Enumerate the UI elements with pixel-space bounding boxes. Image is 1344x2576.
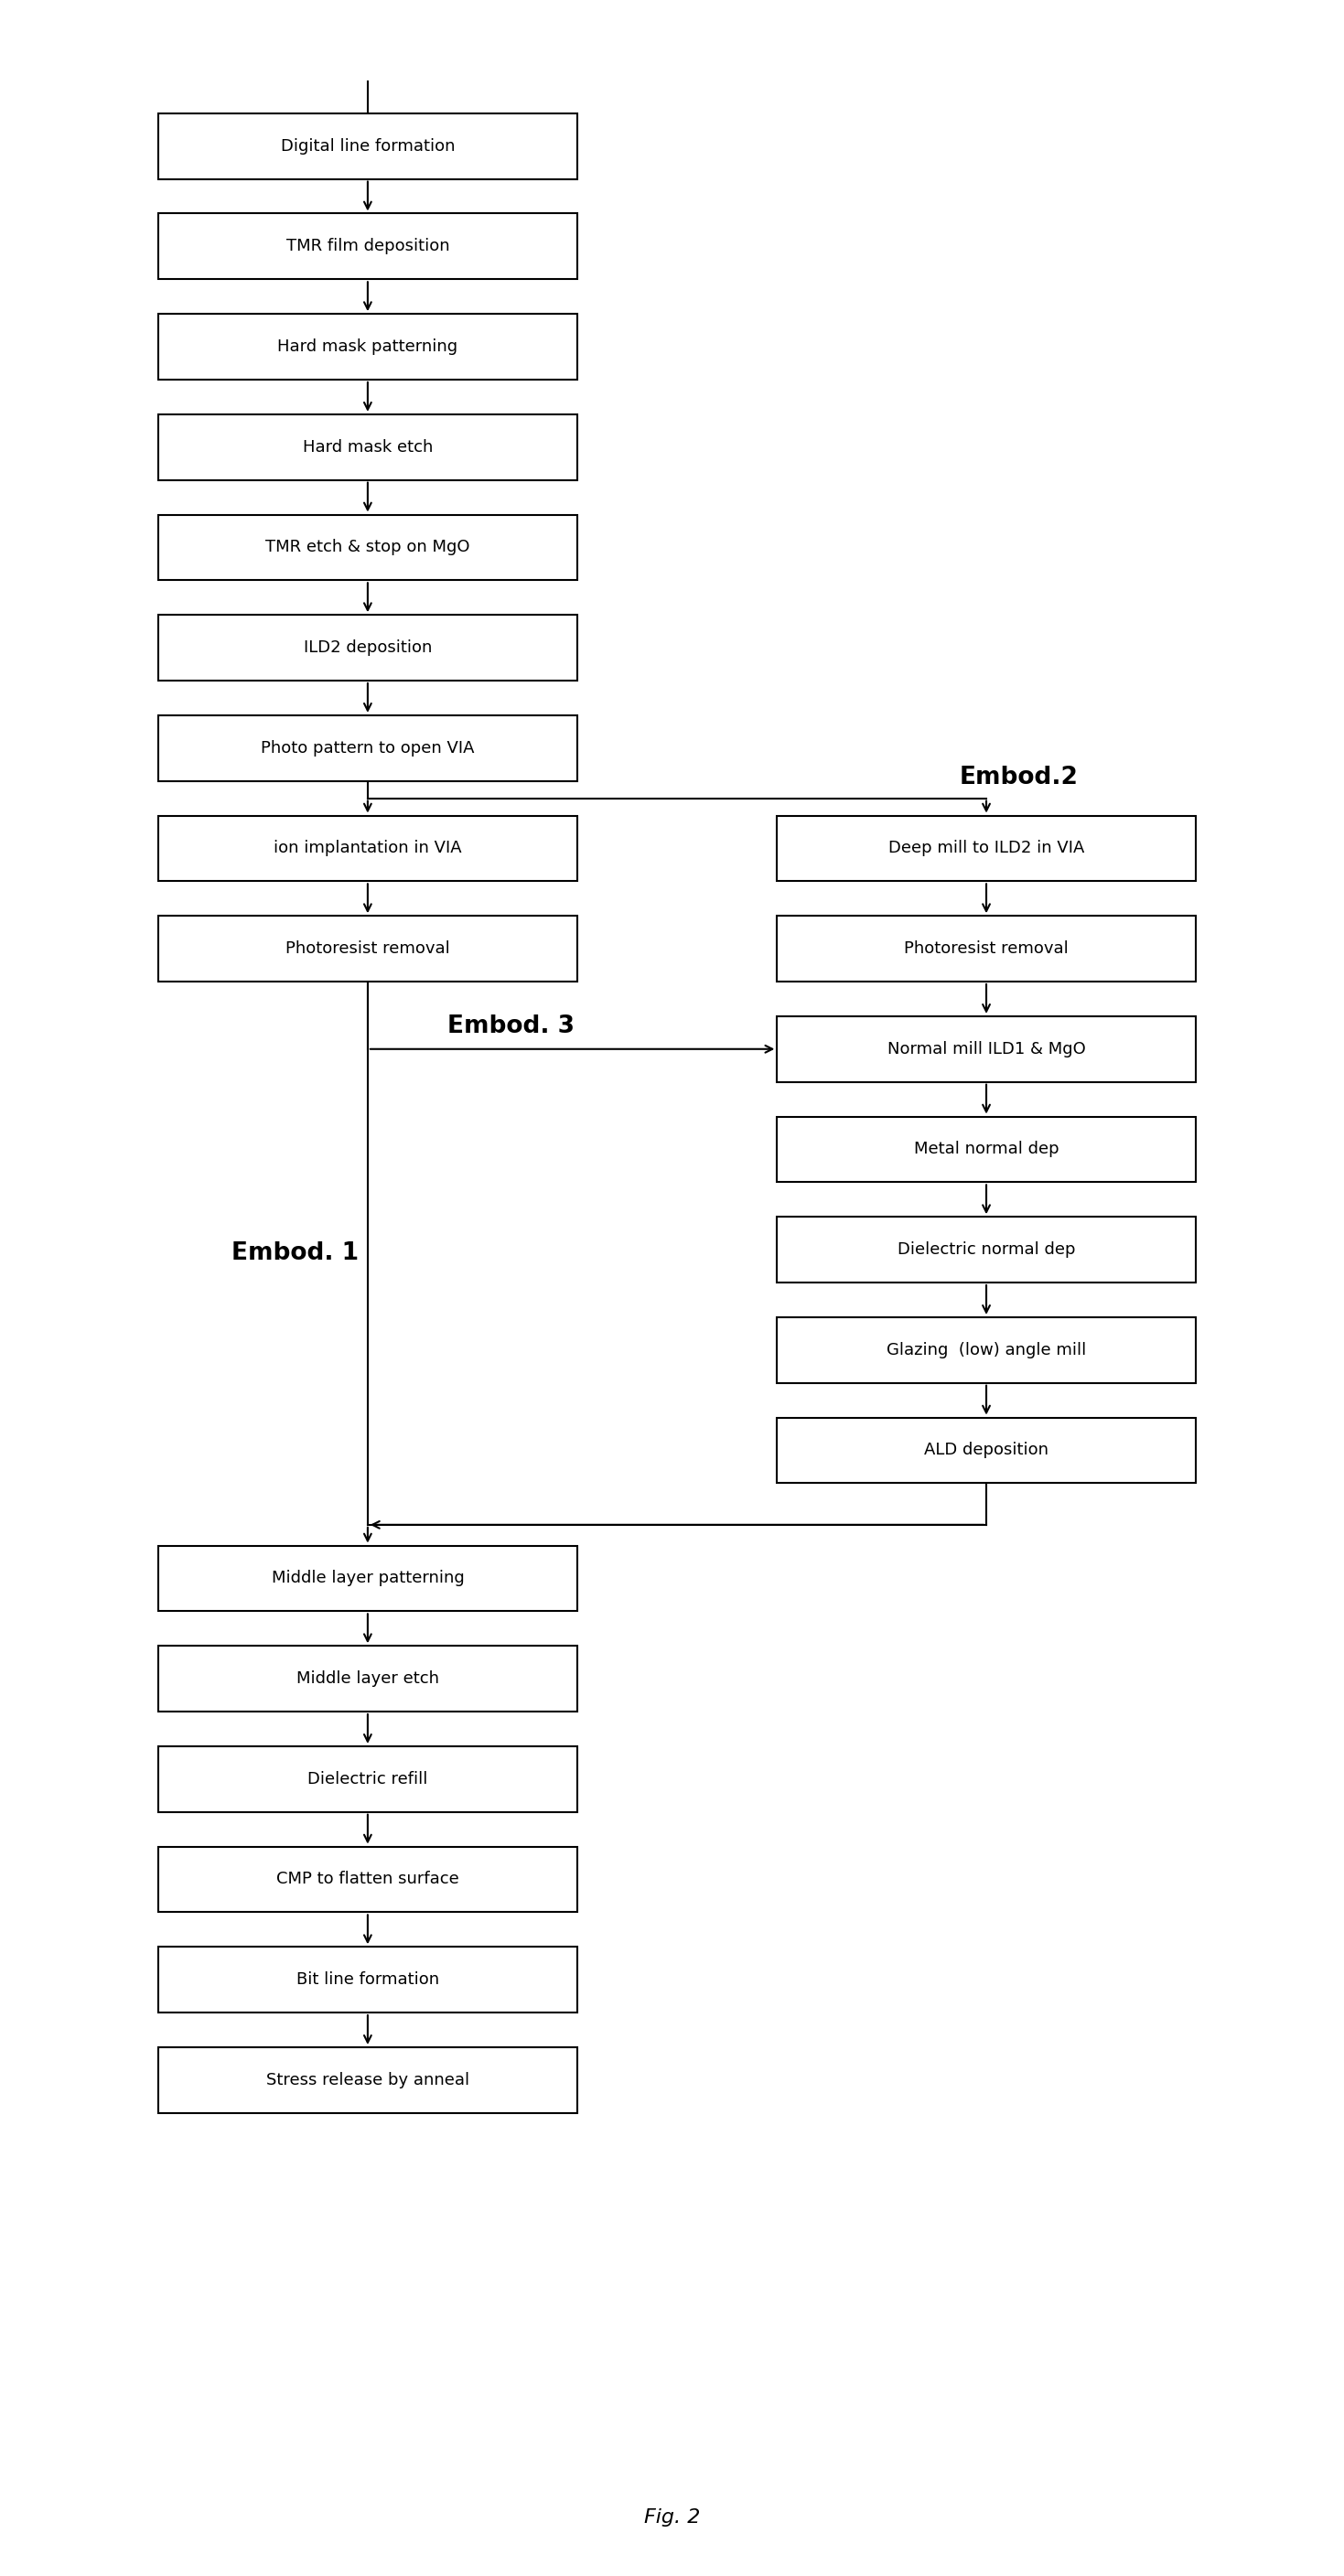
Bar <box>159 1947 577 2012</box>
Bar <box>159 113 577 178</box>
Bar <box>159 415 577 479</box>
Bar <box>777 1115 1196 1182</box>
Bar <box>159 2048 577 2112</box>
Bar <box>159 817 577 881</box>
Text: Dielectric normal dep: Dielectric normal dep <box>898 1242 1075 1257</box>
Bar <box>159 616 577 680</box>
Text: Hard mask etch: Hard mask etch <box>302 438 433 456</box>
Text: Photo pattern to open VIA: Photo pattern to open VIA <box>261 739 474 757</box>
Bar <box>159 1747 577 1811</box>
Text: TMR etch & stop on MgO: TMR etch & stop on MgO <box>266 538 470 556</box>
Text: Embod. 1: Embod. 1 <box>231 1242 359 1265</box>
Text: ILD2 deposition: ILD2 deposition <box>304 639 431 657</box>
Text: Middle layer patterning: Middle layer patterning <box>271 1571 464 1587</box>
Text: Fig. 2: Fig. 2 <box>644 2509 700 2527</box>
Bar <box>159 1847 577 1911</box>
Bar <box>159 214 577 278</box>
Text: Embod.2: Embod.2 <box>960 765 1078 788</box>
Text: Stress release by anneal: Stress release by anneal <box>266 2071 469 2089</box>
Text: Normal mill ILD1 & MgO: Normal mill ILD1 & MgO <box>887 1041 1086 1056</box>
Bar <box>159 1546 577 1610</box>
Text: CMP to flatten surface: CMP to flatten surface <box>277 1870 460 1888</box>
Text: Middle layer etch: Middle layer etch <box>296 1669 439 1687</box>
Text: ALD deposition: ALD deposition <box>925 1443 1048 1458</box>
Text: Deep mill to ILD2 in VIA: Deep mill to ILD2 in VIA <box>888 840 1085 858</box>
Bar <box>777 1015 1196 1082</box>
Bar <box>159 1646 577 1710</box>
Bar <box>159 515 577 580</box>
Text: Embod. 3: Embod. 3 <box>448 1015 575 1038</box>
Text: Photoresist removal: Photoresist removal <box>285 940 450 956</box>
Bar <box>777 1216 1196 1283</box>
Text: Digital line formation: Digital line formation <box>281 139 454 155</box>
Text: Bit line formation: Bit line formation <box>296 1971 439 1989</box>
Text: TMR film deposition: TMR film deposition <box>286 237 449 255</box>
Bar <box>777 1316 1196 1383</box>
Text: Hard mask patterning: Hard mask patterning <box>277 337 458 355</box>
Bar <box>159 314 577 379</box>
Bar <box>777 1417 1196 1484</box>
Bar <box>159 917 577 981</box>
Text: ion implantation in VIA: ion implantation in VIA <box>274 840 462 858</box>
Text: Photoresist removal: Photoresist removal <box>905 940 1068 956</box>
Bar <box>777 917 1196 981</box>
Bar <box>777 817 1196 881</box>
Text: Glazing  (low) angle mill: Glazing (low) angle mill <box>887 1342 1086 1358</box>
Bar <box>159 716 577 781</box>
Text: Dielectric refill: Dielectric refill <box>308 1770 427 1788</box>
Text: Metal normal dep: Metal normal dep <box>914 1141 1059 1157</box>
